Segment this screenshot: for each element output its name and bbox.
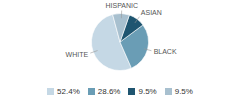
svg-text:ASIAN: ASIAN <box>141 9 162 16</box>
svg-text:HISPANIC: HISPANIC <box>105 2 138 9</box>
svg-text:WHITE: WHITE <box>66 51 89 58</box>
svg-text:BLACK: BLACK <box>154 48 177 55</box>
html-text:9.5%: 9.5% <box>174 86 193 96</box>
html-text:52.4%: 52.4% <box>57 86 80 96</box>
html-text:28.6%: 28.6% <box>97 86 121 96</box>
html-text:9.5%: 9.5% <box>138 86 157 96</box>
